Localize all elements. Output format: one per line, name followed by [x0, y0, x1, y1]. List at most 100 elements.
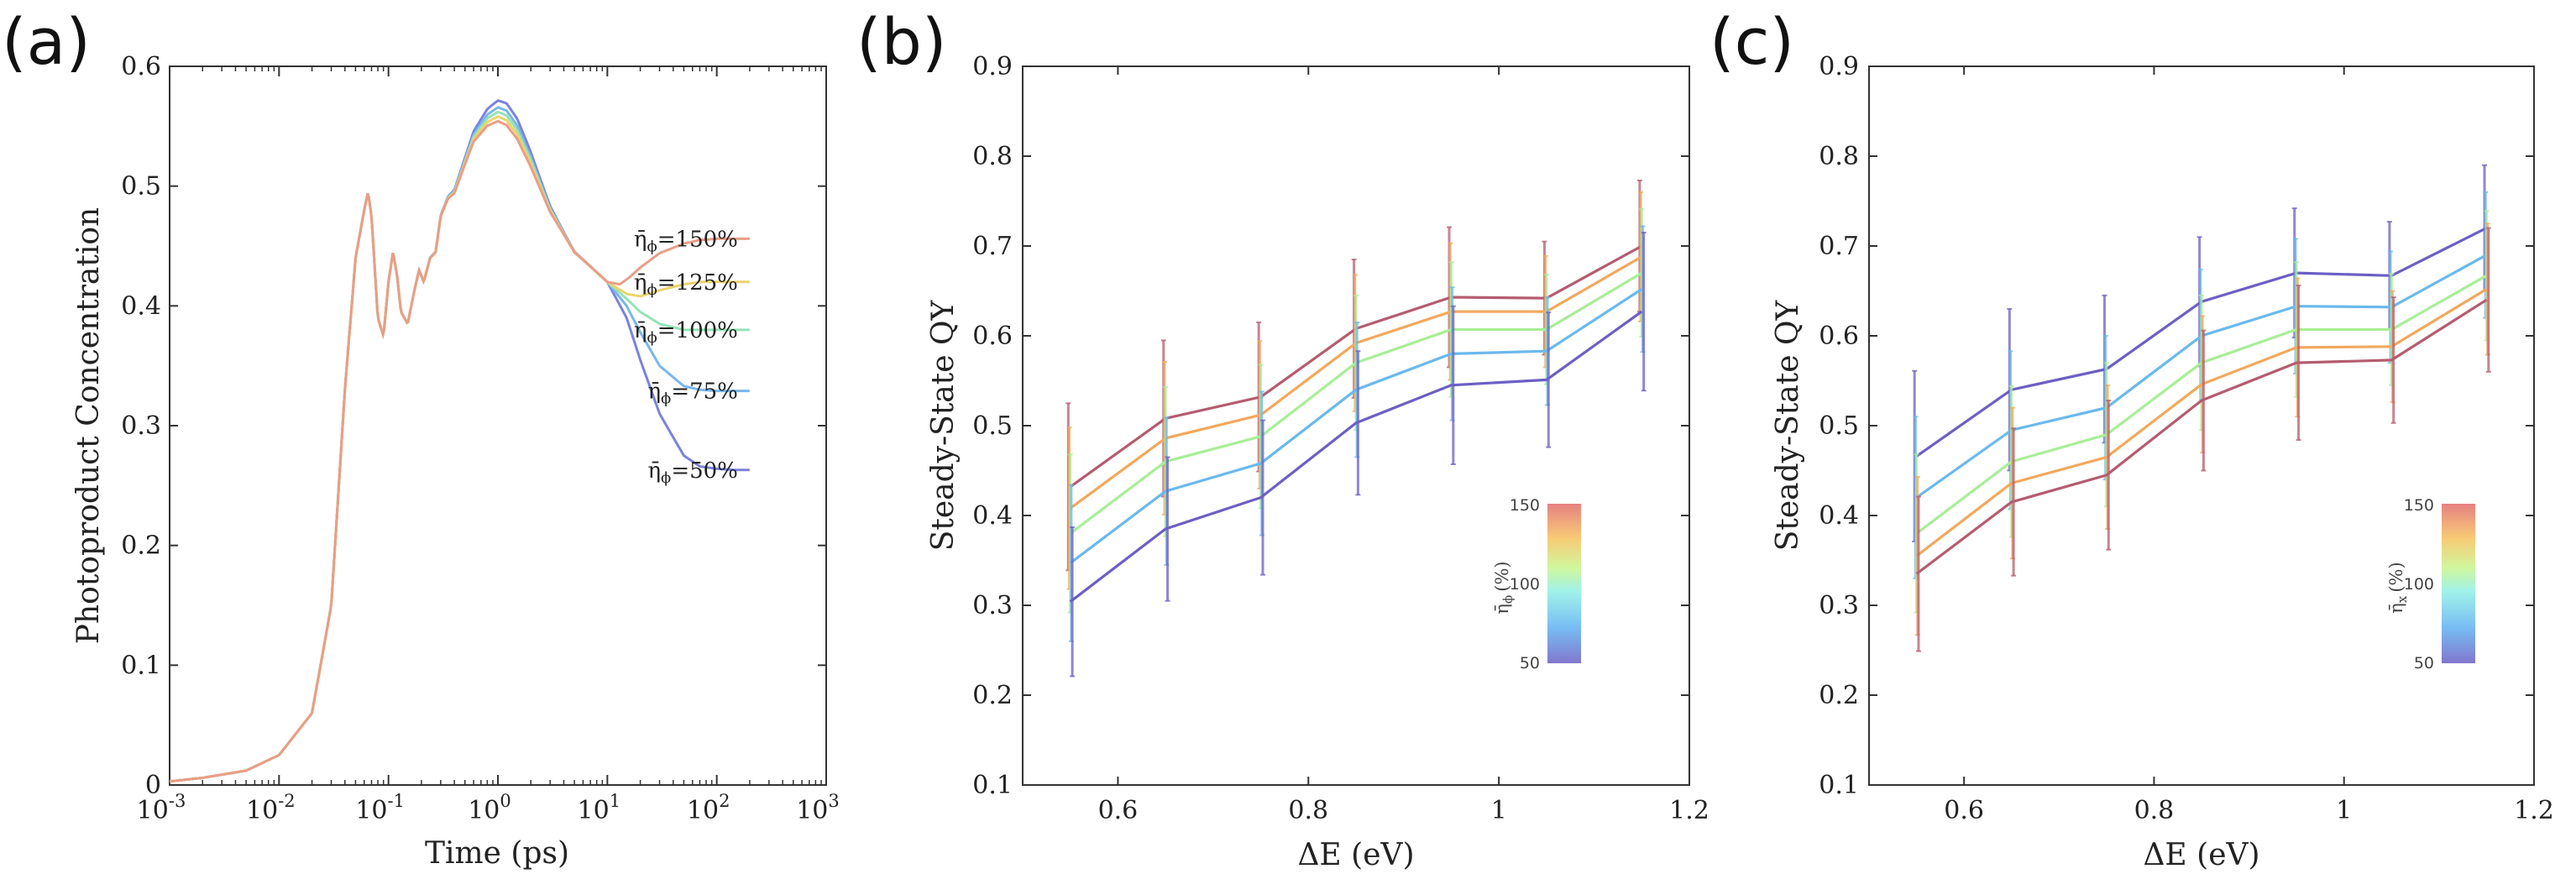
- panel-a-series-line: [169, 110, 750, 783]
- panel-b-y-ticks: 0.1 0.2 0.3 0.4 0.5 0.6 0.7 0.8 0.9: [972, 52, 1689, 800]
- panel-c-x-tick-label: 1: [2336, 796, 2352, 825]
- panel-c-y-tick-label: 0.8: [1819, 142, 1859, 171]
- panel-a-x-tick-exponent: 1: [610, 791, 620, 811]
- panel-a-series-line: [169, 106, 750, 783]
- panel-a-x-tick-label: 101: [578, 791, 621, 825]
- panel-b-colorbar-min: 50: [1520, 654, 1540, 673]
- panel-a-x-tick-exponent: 0: [500, 791, 510, 811]
- panel-a-y-ticks: 0 0.1 0.2 0.3 0.4 0.5 0.6: [121, 52, 826, 800]
- panel-c-series-line: [1915, 298, 2488, 575]
- panel-b-y-axis-label: Steady-State QY: [926, 300, 961, 552]
- panel-c-x-tick-label: 0.8: [2134, 796, 2175, 825]
- panel-a-series-label: η̄ϕ=50%: [647, 458, 737, 487]
- panel-c-y-tick-label: 0.3: [1819, 591, 1859, 620]
- panel-a-x-tick-exponent: -1: [388, 791, 405, 811]
- panel-b-series: [1065, 179, 1647, 678]
- panel-a-x-tick-base: 10: [796, 796, 828, 825]
- panel-a-y-tick-label: 0.4: [121, 291, 161, 321]
- panel-b-colorbar: 150 100 50 η̄ϕ(%): [1492, 496, 1581, 673]
- panel-a-series-label: η̄ϕ=150%: [634, 227, 738, 255]
- panel-a-series-label-subscript: ϕ: [647, 238, 657, 255]
- panel-a-series-label: η̄ϕ=75%: [647, 379, 737, 408]
- panel-c-colorbar: 150 100 50 η̄x(%): [2386, 496, 2475, 673]
- panel-c-letter: (c): [1709, 4, 1794, 79]
- panel-a-y-tick-label: 0.2: [121, 531, 161, 561]
- panel-a-x-tick-exponent: 2: [719, 791, 730, 811]
- panel-b-y-tick-label: 0.7: [972, 232, 1013, 261]
- panel-a-x-tick-label: 103: [796, 791, 840, 825]
- panel-a-series-label-symbol: η̄: [634, 318, 647, 343]
- panel-a-series-label-value: =100%: [657, 318, 738, 343]
- panel-a-y-axis-label: Photoproduct Concentration: [71, 207, 106, 645]
- panel-b-colorbar-title: η̄ϕ(%): [1492, 561, 1516, 614]
- panel-a-series-label-value: =50%: [671, 458, 738, 484]
- panel-a-x-ticks: 10-3 10-2 10-1 100 101 102 103: [137, 66, 840, 825]
- panel-b-x-axis-label: ΔE (eV): [1297, 838, 1414, 872]
- panel-c-colorbar-max: 150: [2404, 496, 2434, 515]
- panel-a-x-axis-label: Time (ps): [425, 836, 569, 871]
- panel-c-series: [1912, 164, 2491, 652]
- panel-c-colorbar-title: η̄x(%): [2386, 562, 2410, 613]
- panel-a-axes-frame: [169, 65, 827, 786]
- panel-c-colorbar-title-subscript: x: [2395, 595, 2410, 603]
- panel-c-y-ticks: 0.1 0.2 0.3 0.4 0.5 0.6 0.7 0.8 0.9: [1819, 52, 2534, 800]
- panel-a-x-tick-label: 10-3: [137, 791, 186, 825]
- panel-b-colorbar-title-subscript: ϕ: [1500, 595, 1516, 604]
- panel-b-y-tick-label: 0.3: [972, 591, 1013, 620]
- panel-b-x-ticks: 0.6 0.8 1 1.2: [1098, 66, 1709, 825]
- panel-b-x-tick-label: 0.8: [1288, 796, 1328, 825]
- panel-c-y-tick-label: 0.5: [1819, 411, 1859, 441]
- panel-a-series-labels: η̄ϕ=50%η̄ϕ=75%η̄ϕ=100%η̄ϕ=125%η̄ϕ=150%: [634, 227, 738, 486]
- panel-a-y-tick-label: 0.5: [121, 172, 161, 201]
- panel-b-y-tick-label: 0.6: [972, 322, 1013, 351]
- panel-a-series-line: [169, 119, 750, 783]
- panel-c-y-tick-label: 0.4: [1819, 501, 1859, 531]
- panel-c-x-tick-label: 0.6: [1944, 796, 1984, 825]
- panel-a-series-label-subscript: ϕ: [661, 469, 671, 487]
- panel-a-x-tick-label: 100: [468, 791, 511, 825]
- panel-b-colorbar-gradient: [1547, 504, 1581, 663]
- panel-a-y-tick-label: 0.1: [121, 651, 161, 680]
- panel-b-x-tick-label: 0.6: [1098, 796, 1139, 825]
- panel-a-x-tick-label: 102: [687, 791, 730, 825]
- panel-b-y-tick-label: 0.4: [972, 501, 1013, 531]
- panel-c-colorbar-title-unit: (%): [2386, 562, 2406, 592]
- panel-a-series-label-symbol: η̄: [647, 379, 661, 405]
- panel-a-x-tick-exponent: 3: [828, 791, 839, 811]
- panel-b-series-line: [1069, 310, 1643, 603]
- panel-b-y-tick-label: 0.1: [972, 771, 1013, 800]
- panel-a-x-tick-exponent: -2: [278, 791, 295, 811]
- panel-a-letter: (a): [2, 4, 91, 79]
- panel-c-colorbar-min: 50: [2414, 654, 2434, 673]
- panel-c-x-ticks: 0.6 0.8 1 1.2: [1944, 66, 2554, 825]
- panel-b: (b) 0.1 0.2 0.3 0.4 0.5 0.6 0.7 0.8 0.9 0.6 0.8 1 1…: [856, 4, 1709, 872]
- panel-c-y-tick-label: 0.9: [1819, 52, 1859, 81]
- panel-a-series-label-subscript: ϕ: [661, 390, 671, 408]
- panel-c-x-tick-label: 1.2: [2514, 796, 2554, 825]
- panel-c-x-axis-label: ΔE (eV): [2143, 838, 2259, 872]
- panel-a: (a) 00.10.20.30.40.50.6 10-3 10-2 10-1 100 1…: [2, 4, 840, 871]
- panel-a-series-label-value: =75%: [671, 379, 738, 405]
- panel-a-series-lines: [169, 99, 750, 783]
- panel-a-x-tick-base: 10: [687, 796, 719, 825]
- panel-b-x-tick-label: 1: [1491, 796, 1507, 825]
- panel-a-y-tick-label: 0: [145, 771, 161, 800]
- panel-b-letter: (b): [856, 4, 947, 79]
- panel-a-series-label-value: =150%: [657, 227, 738, 252]
- panel-b-colorbar-title-unit: (%): [1492, 561, 1512, 591]
- panel-a-series-label-subscript: ϕ: [647, 281, 657, 299]
- panel-a-series-label-value: =125%: [657, 270, 738, 296]
- panel-a-x-tick-label: 10-2: [246, 791, 296, 825]
- panel-c-y-tick-label: 0.2: [1819, 681, 1859, 710]
- panel-c-colorbar-mid: 100: [2404, 575, 2434, 594]
- panel-a-x-tick-base: 10: [246, 796, 278, 825]
- panel-a-series-label-symbol: η̄: [634, 227, 647, 252]
- panel-b-y-tick-label: 0.9: [972, 52, 1013, 81]
- panel-b-y-tick-label: 0.2: [972, 681, 1013, 710]
- panel-a-series-line: [169, 115, 750, 783]
- panel-c-y-axis-label: Steady-State QY: [1771, 300, 1805, 552]
- panel-b-colorbar-max: 150: [1510, 496, 1540, 515]
- panel-a-y-tick-label: 0.3: [121, 411, 161, 441]
- panel-a-x-tick-exponent: -3: [169, 791, 186, 811]
